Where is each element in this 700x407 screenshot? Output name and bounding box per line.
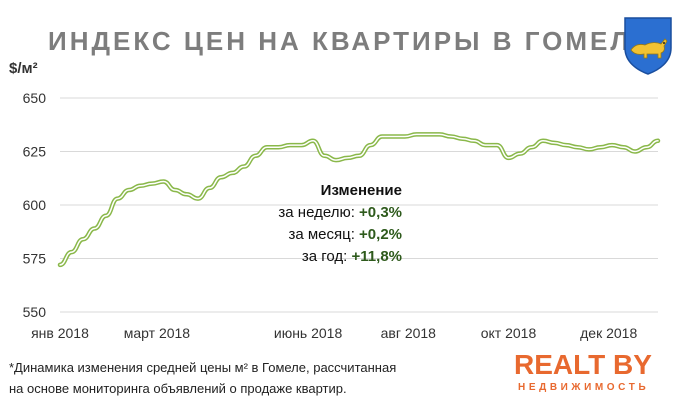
- footnote: *Динамика изменения средней цены м² в Го…: [9, 357, 396, 399]
- series-lines: [57, 132, 661, 268]
- annotation-value: +11,8%: [351, 248, 402, 265]
- footnote-line-2: на основе мониторинга объявлений о прода…: [9, 381, 347, 396]
- y-tick-labels: 550 575 600 625 650: [23, 90, 47, 320]
- x-tick-label: дек 2018: [580, 325, 637, 341]
- y-tick-label: 650: [23, 90, 47, 106]
- chart-title: ИНДЕКС ЦЕН НА КВАРТИРЫ В ГОМЕЛЕ: [48, 26, 652, 56]
- x-tick-label: июнь 2018: [274, 325, 343, 341]
- y-axis-unit: $/м²: [9, 60, 38, 77]
- footnote-line-1: *Динамика изменения средней цены м² в Го…: [9, 360, 397, 375]
- annotation-value: +0,2%: [359, 226, 402, 243]
- x-tick-label: окт 2018: [481, 325, 537, 341]
- y-tick-label: 550: [23, 304, 47, 320]
- x-tick-label: март 2018: [124, 325, 191, 341]
- y-tick-label: 575: [23, 251, 47, 267]
- chart-grid: [60, 97, 658, 313]
- annotation-label: за год:: [301, 248, 348, 265]
- annotation-row-year: за год: +11,8%: [250, 246, 402, 268]
- x-tick-label: авг 2018: [381, 325, 437, 341]
- x-tick-labels: янв 2018 март 2018 июнь 2018 авг 2018 окт 20…: [31, 325, 637, 341]
- annotation-value: +0,3%: [359, 204, 402, 221]
- change-annotation: Изменение за неделю: +0,3% за месяц: +0,…: [250, 180, 402, 268]
- realt-logo[interactable]: REALT BY НЕДВИЖИМОСТЬ: [514, 349, 690, 397]
- x-tick-label: янв 2018: [31, 325, 89, 341]
- logo-wordmark: REALT BY: [514, 349, 652, 380]
- annotation-label: за месяц:: [288, 226, 355, 243]
- annotation-heading: Изменение: [320, 182, 402, 199]
- logo-tagline: НЕДВИЖИМОСТЬ: [518, 382, 650, 393]
- annotation-row-month: за месяц: +0,2%: [250, 224, 402, 246]
- gomel-coat-of-arms-icon: [624, 17, 672, 75]
- annotation-row-week: за неделю: +0,3%: [250, 202, 402, 224]
- y-tick-label: 625: [23, 144, 47, 160]
- annotation-label: за неделю:: [278, 204, 355, 221]
- y-tick-label: 600: [23, 197, 47, 213]
- series-line-highlight: [59, 133, 659, 266]
